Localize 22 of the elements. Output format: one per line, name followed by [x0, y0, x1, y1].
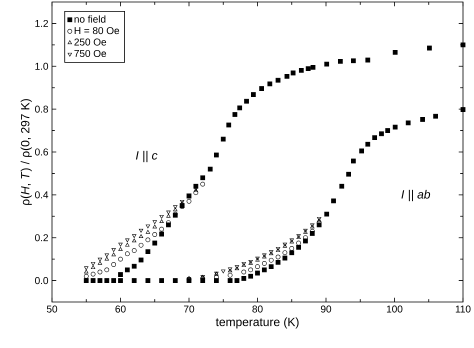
- x-tick-label: 60: [115, 306, 126, 313]
- x-axis-title: temperature (K): [216, 317, 299, 329]
- y-tick-label: 0.2: [35, 234, 48, 242]
- y-axis-title: ρ(H, T) / ρ(0, 297 K): [20, 99, 32, 205]
- y-tick-label: 0.4: [35, 191, 48, 198]
- y-tick-label: 1.0: [35, 62, 48, 70]
- x-tick-label: 50: [46, 306, 58, 313]
- y-tick-label: 0.8: [35, 106, 48, 113]
- legend-label: 250 Oe: [74, 38, 106, 46]
- x-tick-label: 100: [386, 306, 402, 313]
- y-tick-label: 0.0: [35, 277, 48, 284]
- annotation: I || c: [136, 150, 158, 162]
- x-tick-label: 110: [456, 306, 471, 313]
- legend-label: H = 80 Oe: [74, 27, 120, 34]
- x-tick-label: 80: [252, 306, 263, 313]
- x-tick-label: 70: [184, 306, 194, 313]
- legend-label: no field: [74, 15, 106, 23]
- y-tick-label: 1.2: [35, 20, 48, 27]
- annotation: I || ab: [401, 190, 430, 202]
- x-tick-label: 90: [320, 306, 332, 313]
- legend-label: 750 Oe: [74, 50, 106, 57]
- y-tick-label: 0.6: [35, 148, 48, 156]
